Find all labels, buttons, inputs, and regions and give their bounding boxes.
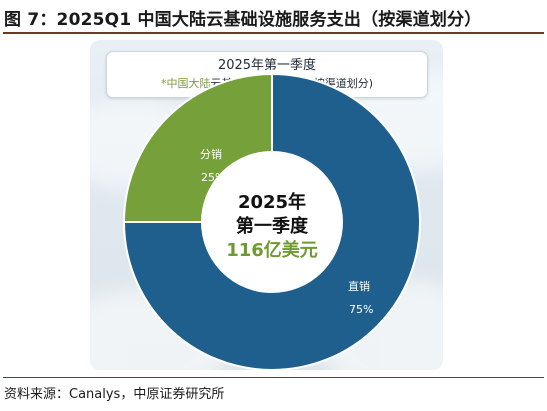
slice-label: 分销 [200,147,222,161]
header-period: 2025年第一季度 [217,58,317,73]
header-subtitle-prefix: *中国大陆 [160,77,211,90]
center-text-line-0: 2025年 [238,191,306,213]
center-text-line-2: 116亿美元 [226,239,318,261]
slice-label: 直销 [348,279,370,293]
source-divider [3,377,544,378]
title-divider [3,32,544,34]
figure-title: 图 7：2025Q1 中国大陆云基础设施服务支出（按渠道划分） [4,10,482,30]
source-note: 资料来源：Canalys，中原证券研究所 [4,387,225,402]
donut-slice-1 [122,72,273,223]
slice-percent-label: 75% [349,303,373,316]
donut-slice-0 [122,72,421,370]
center-text-line-1: 第一季度 [236,215,309,237]
donut-hole [203,153,341,291]
